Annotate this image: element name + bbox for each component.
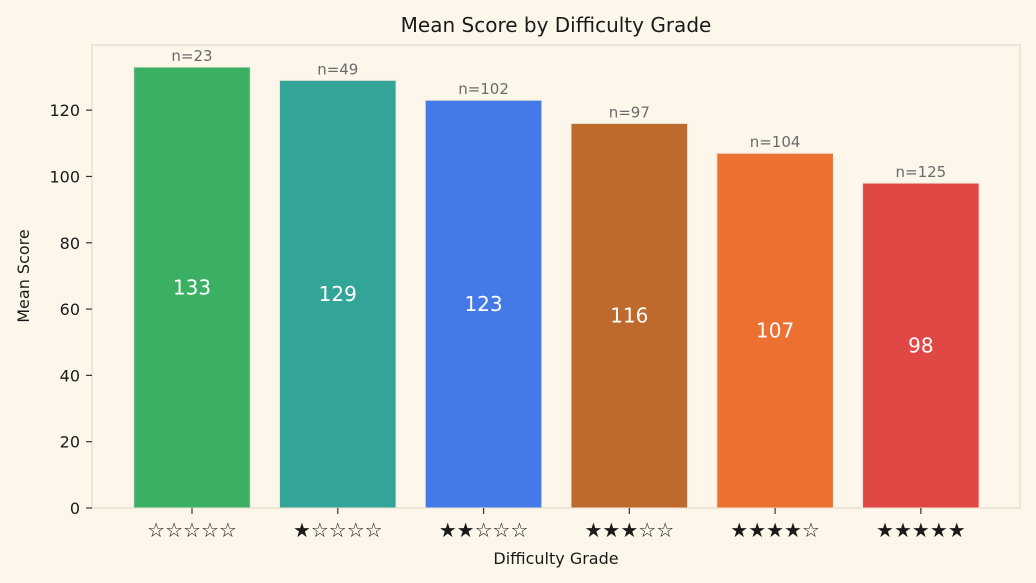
y-tick-label: 60	[60, 300, 80, 319]
bar-value-label: 129	[319, 282, 357, 306]
bar-count-label: n=125	[896, 163, 947, 181]
bar	[278, 79, 397, 509]
chart-title: Mean Score by Difficulty Grade	[401, 13, 712, 37]
y-tick-label: 120	[49, 101, 80, 120]
y-tick-label: 20	[60, 433, 80, 452]
bar-count-label: n=104	[750, 133, 801, 151]
x-tick-label: ★★★☆☆	[584, 518, 674, 542]
bar-value-label: 133	[173, 276, 211, 300]
bar-count-label: n=49	[317, 60, 358, 78]
bar-count-label: n=23	[171, 47, 212, 65]
x-tick-label: ★★☆☆☆	[439, 518, 529, 542]
bar-value-label: 116	[610, 304, 648, 328]
bar-value-label: 98	[908, 334, 933, 358]
y-tick-label: 100	[49, 167, 80, 186]
x-tick-label: ☆☆☆☆☆	[147, 518, 237, 542]
y-tick-label: 0	[70, 499, 80, 518]
x-tick-label: ★☆☆☆☆	[293, 518, 383, 542]
bar-count-label: n=97	[609, 103, 650, 121]
bar	[862, 182, 980, 509]
plot-area	[91, 44, 1021, 509]
bar	[424, 99, 543, 509]
y-tick-label: 40	[60, 366, 80, 385]
y-axis-label: Mean Score	[14, 229, 33, 323]
bar	[133, 66, 251, 509]
y-tick-label: 80	[60, 234, 80, 253]
x-tick-label: ★★★★★	[876, 518, 966, 542]
bar-count-label: n=102	[458, 80, 509, 98]
x-tick-label: ★★★★☆	[730, 518, 820, 542]
bar	[570, 122, 689, 509]
bar-value-label: 107	[756, 319, 794, 343]
x-axis-label: Difficulty Grade	[493, 549, 618, 568]
bar-value-label: 123	[464, 292, 502, 316]
